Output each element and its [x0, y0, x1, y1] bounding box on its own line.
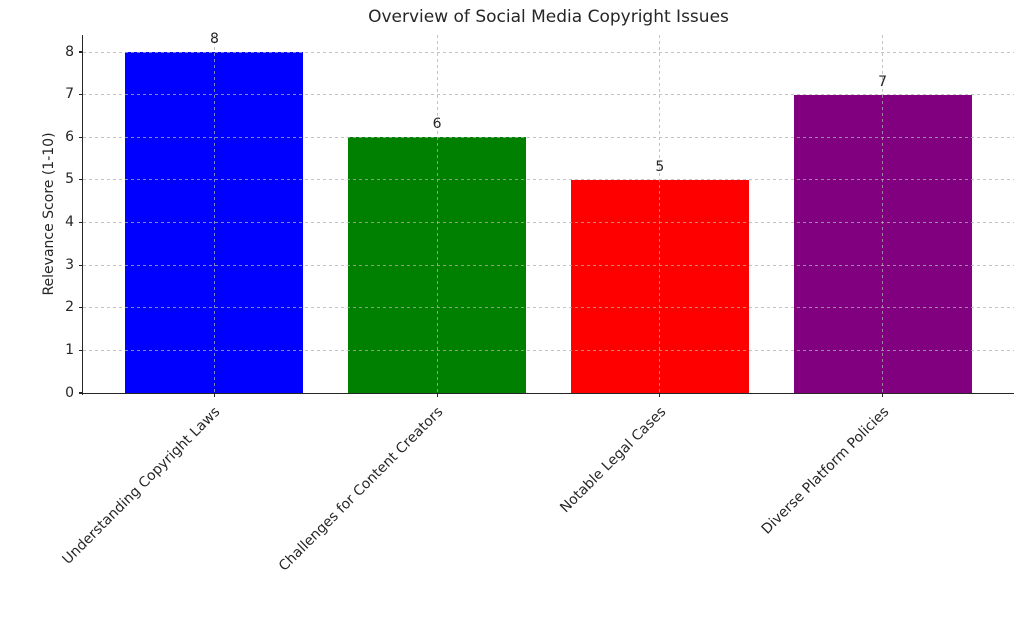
- y-tick-mark: [78, 349, 83, 351]
- y-tick-label: 7: [65, 86, 74, 103]
- bar-value-label: 6: [432, 116, 442, 133]
- x-tick-label: Notable Legal Cases: [557, 404, 670, 517]
- bar-value-label: 5: [655, 158, 665, 175]
- v-gridline: [213, 35, 215, 393]
- x-tick-label: Challenges for Content Creators: [275, 404, 447, 575]
- chart-title: Overview of Social Media Copyright Issue…: [368, 7, 729, 27]
- y-tick-mark: [78, 392, 83, 394]
- h-gridline: [83, 222, 1014, 224]
- y-tick-label: 4: [65, 214, 74, 231]
- x-tick-label: Understanding Copyright Laws: [59, 404, 224, 568]
- y-tick-label: 0: [65, 384, 74, 401]
- h-gridline: [83, 349, 1014, 351]
- bar-value-label: 8: [209, 31, 219, 48]
- y-tick-label: 2: [65, 299, 74, 316]
- y-axis-spine: [81, 35, 83, 395]
- x-tick-label: Diverse Platform Policies: [758, 404, 892, 538]
- x-tick-mark: [213, 393, 215, 397]
- h-gridline: [83, 136, 1014, 138]
- h-gridline: [83, 307, 1014, 309]
- y-tick-label: 8: [65, 43, 74, 60]
- plot-area: 8 Understanding Copyright Laws 6 Challenges…: [60, 31, 1014, 574]
- y-tick-mark: [78, 264, 83, 266]
- y-tick-mark: [78, 94, 83, 96]
- y-tick-label: 6: [65, 128, 74, 145]
- y-axis-title: Relevance Score (1-10): [41, 132, 57, 296]
- h-gridline: [83, 179, 1014, 181]
- y-tick-mark: [78, 136, 83, 138]
- h-gridline: [83, 264, 1014, 266]
- y-tick-mark: [78, 307, 83, 309]
- x-axis-spine: [81, 392, 1014, 395]
- h-gridline: [83, 94, 1014, 96]
- y-tick-mark: [78, 221, 83, 224]
- x-tick-mark: [659, 393, 661, 397]
- y-tick-mark: [78, 51, 83, 53]
- y-tick-label: 1: [65, 341, 74, 358]
- v-gridline: [659, 35, 661, 393]
- bar-value-label: 7: [878, 73, 888, 90]
- h-gridline: [83, 51, 1014, 53]
- y-tick-label: 5: [65, 171, 74, 188]
- x-tick-mark: [881, 393, 884, 397]
- v-gridline: [882, 35, 884, 393]
- x-tick-mark: [436, 393, 438, 397]
- y-tick-label: 3: [65, 256, 74, 273]
- y-tick-mark: [78, 179, 83, 181]
- v-gridline: [436, 35, 438, 393]
